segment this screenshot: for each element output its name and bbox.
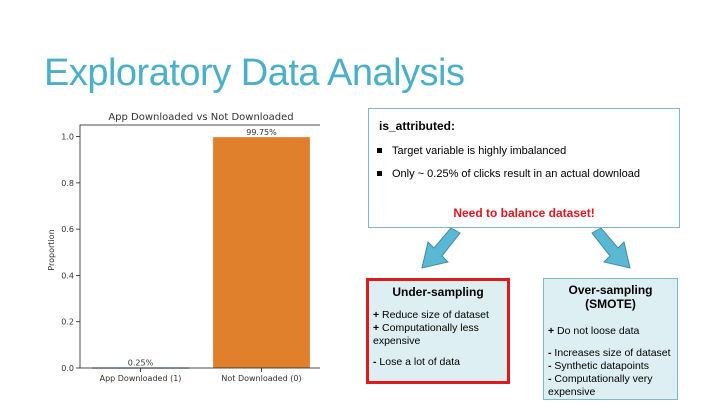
card-line: + Computationally less [373,322,479,334]
bullet-text: Target variable is highly imbalanced [392,145,567,157]
under-sampling-card: Under-sampling + Reduce size of dataset … [366,278,510,384]
bar [213,137,310,368]
card-line: expensive [373,335,421,347]
bar-data-labels: 0.25% 99.75% [128,128,277,367]
y-axis-ticks: 0.0 0.2 0.4 0.6 0.8 1.0 [61,133,80,373]
bullet-item: Only ~ 0.25% of clicks result in an actu… [375,168,640,180]
card-line: + Do not loose data [548,325,640,337]
y-tick-label: 1.0 [61,133,74,142]
bullet-square-icon [377,148,382,154]
bullet-item: Target variable is highly imbalanced [375,145,566,157]
bars [92,137,310,369]
under-sampling-title: Under-sampling [392,285,484,299]
y-tick-label: 0.8 [61,179,74,188]
over-sampling-card: Over-sampling (SMOTE) + Do not loose dat… [543,278,678,400]
y-axis-label: Proportion [47,229,56,270]
arrow-down-left-icon [421,228,461,269]
bar-data-label: 99.75% [246,128,277,137]
y-tick-label: 0.4 [61,271,74,280]
plot-frame [79,124,320,369]
y-tick-label: 0.2 [61,318,74,327]
y-tick-label: 0.0 [61,364,74,373]
y-tick-label: 0.6 [61,225,74,234]
over-sampling-title-line: (SMOTE) [585,297,636,311]
alert-text: Need to balance dataset! [453,206,595,220]
bar-chart: App Downloaded vs Not Downloaded Proport… [47,112,320,383]
card-line: expensive [548,386,596,398]
slide-title: Exploratory Data Analysis [44,52,465,94]
chart-title: App Downloaded vs Not Downloaded [108,112,293,123]
x-tick-label: App Downloaded (1) [100,374,182,383]
bullet-square-icon [377,171,382,177]
x-tick-label: Not Downloaded (0) [221,374,301,383]
info-box: is_attributed: Target variable is highly… [368,108,680,228]
card-line: + Reduce size of dataset [373,309,489,321]
over-sampling-title-line: Over-sampling [568,283,653,297]
arrow-down-right-icon [591,228,631,269]
card-line: - Synthetic datapoints [548,360,649,372]
x-axis-ticks: App Downloaded (1) Not Downloaded (0) [100,368,302,383]
card-line: - Increases size of dataset [548,347,671,359]
info-heading: is_attributed: [379,119,456,133]
card-line: - Computationally very [548,373,653,385]
bullet-text: Only ~ 0.25% of clicks result in an actu… [392,168,640,180]
over-sampling-title: Over-sampling (SMOTE) [544,283,677,311]
card-line: - Lose a lot of data [373,356,460,368]
bar-data-label: 0.25% [128,358,154,367]
